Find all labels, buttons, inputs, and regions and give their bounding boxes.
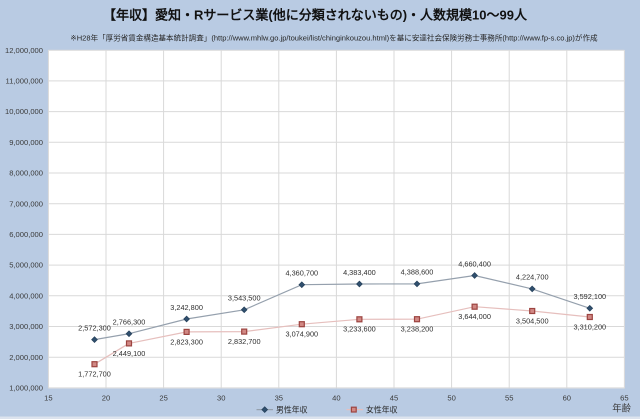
svg-text:4,383,400: 4,383,400 — [343, 268, 376, 277]
svg-text:11,000,000: 11,000,000 — [6, 77, 43, 86]
svg-text:5,000,000: 5,000,000 — [9, 261, 43, 270]
svg-text:30: 30 — [217, 394, 225, 403]
svg-text:4,660,400: 4,660,400 — [458, 259, 491, 268]
svg-text:10,000,000: 10,000,000 — [5, 107, 43, 116]
svg-text:3,592,100: 3,592,100 — [573, 292, 606, 301]
svg-text:1,000,000: 1,000,000 — [9, 384, 43, 393]
svg-text:2,766,300: 2,766,300 — [113, 318, 146, 327]
svg-text:3,504,500: 3,504,500 — [516, 316, 549, 325]
svg-text:20: 20 — [102, 394, 110, 403]
svg-text:【年収】愛知・Rサービス業(他に分類されないもの)・人数規模: 【年収】愛知・Rサービス業(他に分類されないもの)・人数規模10〜99人 — [103, 8, 528, 23]
svg-text:15: 15 — [44, 394, 52, 403]
svg-text:3,543,500: 3,543,500 — [228, 294, 261, 303]
svg-text:4,360,700: 4,360,700 — [285, 269, 318, 278]
svg-text:25: 25 — [159, 394, 167, 403]
svg-text:12,000,000: 12,000,000 — [5, 46, 43, 55]
svg-text:3,238,200: 3,238,200 — [401, 325, 434, 334]
svg-text:9,000,000: 9,000,000 — [9, 138, 43, 147]
svg-text:男性年収: 男性年収 — [276, 404, 308, 414]
svg-text:45: 45 — [390, 394, 398, 403]
svg-text:3,074,900: 3,074,900 — [285, 330, 318, 339]
svg-text:3,644,000: 3,644,000 — [458, 312, 491, 321]
svg-text:女性年収: 女性年収 — [366, 404, 398, 414]
svg-text:年齢: 年齢 — [612, 403, 631, 414]
svg-text:55: 55 — [505, 394, 513, 403]
svg-text:2,000,000: 2,000,000 — [9, 353, 43, 362]
svg-text:2,832,700: 2,832,700 — [228, 337, 261, 346]
svg-text:3,000,000: 3,000,000 — [9, 322, 43, 331]
svg-text:60: 60 — [563, 394, 571, 403]
svg-text:2,449,100: 2,449,100 — [113, 349, 146, 358]
svg-text:65: 65 — [620, 394, 628, 403]
svg-text:3,310,200: 3,310,200 — [573, 322, 606, 331]
svg-text:8,000,000: 8,000,000 — [9, 169, 43, 178]
svg-text:3,242,800: 3,242,800 — [170, 303, 203, 312]
svg-text:4,388,600: 4,388,600 — [401, 268, 434, 277]
svg-text:3,233,600: 3,233,600 — [343, 325, 376, 334]
svg-text:50: 50 — [447, 394, 455, 403]
svg-text:2,823,300: 2,823,300 — [170, 337, 203, 346]
svg-text:6,000,000: 6,000,000 — [9, 230, 43, 239]
svg-text:4,224,700: 4,224,700 — [516, 273, 549, 282]
svg-text:35: 35 — [275, 394, 283, 403]
svg-text:4,000,000: 4,000,000 — [9, 291, 43, 300]
svg-text:2,572,300: 2,572,300 — [78, 323, 111, 332]
svg-text:※H28年「厚労省賃金構造基本統計調査」(http://ww: ※H28年「厚労省賃金構造基本統計調査」(http://www.mhlw.go.… — [70, 33, 598, 43]
svg-text:1,772,700: 1,772,700 — [78, 370, 111, 379]
svg-text:7,000,000: 7,000,000 — [9, 199, 43, 208]
svg-text:40: 40 — [332, 394, 340, 403]
